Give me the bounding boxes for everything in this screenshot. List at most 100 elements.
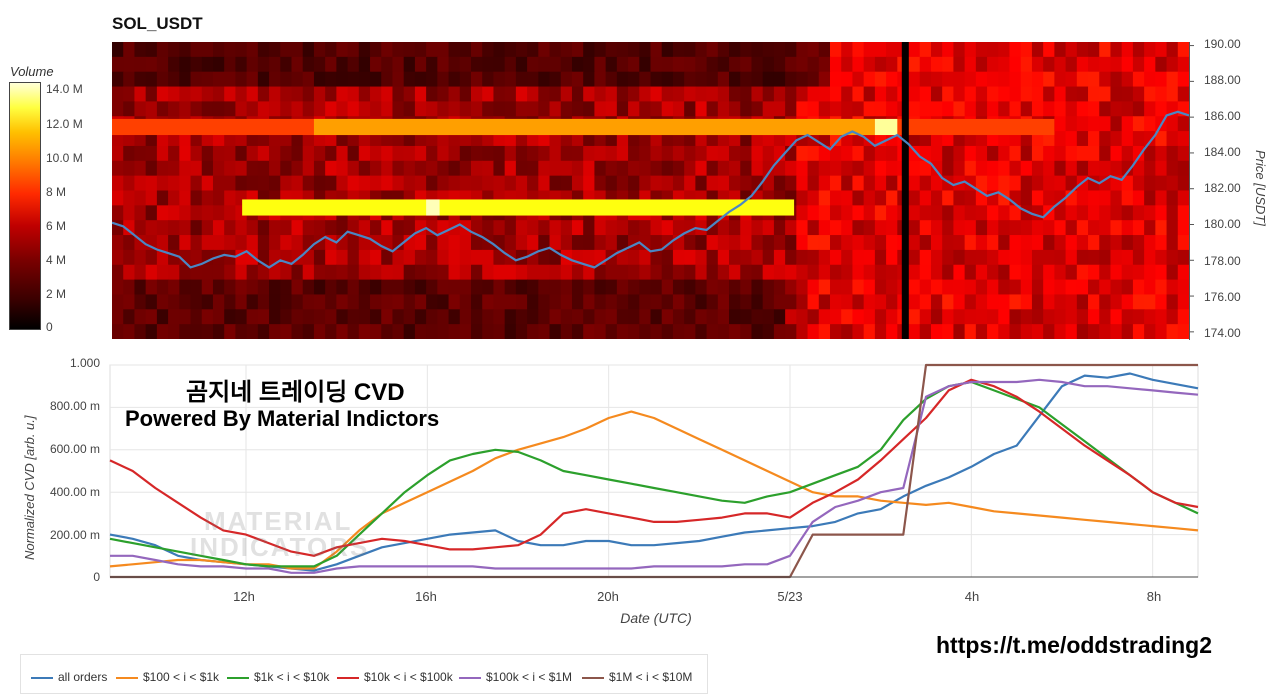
heatmap-cell bbox=[549, 101, 562, 117]
heatmap-cell bbox=[1155, 190, 1168, 206]
heatmap-cell bbox=[459, 324, 472, 339]
heatmap-cell bbox=[886, 71, 898, 88]
legend-item[interactable]: $10k < i < $100k bbox=[337, 670, 453, 684]
heatmap-cell bbox=[706, 264, 719, 281]
heatmap-cell bbox=[863, 86, 876, 102]
heatmap-cell bbox=[964, 56, 977, 73]
heatmap-cell bbox=[1177, 294, 1189, 310]
heatmap-cell bbox=[1054, 131, 1067, 147]
heatmap-cell bbox=[706, 309, 719, 325]
heatmap-cell bbox=[1110, 175, 1123, 192]
heatmap-cell bbox=[1054, 264, 1067, 281]
heatmap-cell bbox=[145, 190, 158, 206]
heatmap-cell bbox=[212, 264, 225, 281]
heatmap-cell bbox=[1132, 71, 1145, 88]
heatmap-cell bbox=[504, 56, 517, 73]
heatmap-cell bbox=[471, 56, 483, 73]
heatmap-cell bbox=[1043, 294, 1055, 310]
heatmap-cell bbox=[1155, 205, 1168, 221]
heatmap-cell bbox=[1166, 160, 1179, 177]
telegram-url[interactable]: https://t.me/oddstrading2 bbox=[936, 632, 1212, 658]
heatmap-cell bbox=[953, 86, 966, 102]
heatmap-cell bbox=[807, 160, 820, 177]
heatmap-cell bbox=[886, 264, 898, 281]
heatmap-cell bbox=[224, 279, 237, 296]
heatmap-cell bbox=[549, 56, 562, 73]
legend-item[interactable]: $1M < i < $10M bbox=[582, 670, 692, 684]
heatmap-cell bbox=[650, 190, 663, 206]
heatmap-cell bbox=[1031, 71, 1044, 88]
heatmap-cell bbox=[773, 131, 786, 147]
heatmap-cell bbox=[437, 160, 450, 177]
heatmap-cell bbox=[1076, 220, 1089, 236]
heatmap-cell bbox=[246, 324, 259, 339]
heatmap-cell bbox=[796, 205, 809, 221]
price-tick: 180.00 bbox=[1204, 217, 1241, 231]
heatmap-cell bbox=[257, 249, 270, 266]
heatmap-cell bbox=[504, 220, 517, 236]
heatmap-cell bbox=[942, 86, 955, 102]
heatmap-cell bbox=[336, 220, 349, 236]
heatmap-cell bbox=[717, 279, 730, 296]
heatmap-cell bbox=[729, 42, 741, 58]
heatmap-cell bbox=[953, 71, 966, 88]
heatmap-cell bbox=[1121, 160, 1134, 177]
heatmap-cell bbox=[134, 101, 147, 117]
heatmap-cell bbox=[751, 249, 764, 266]
heatmap-cell bbox=[269, 56, 281, 73]
legend-item[interactable]: $100k < i < $1M bbox=[459, 670, 572, 684]
heatmap-cell bbox=[706, 175, 719, 192]
heatmap-cell bbox=[168, 71, 180, 88]
heatmap-cell bbox=[594, 235, 607, 251]
heatmap-cell bbox=[751, 175, 764, 192]
heatmap-cell bbox=[594, 294, 607, 310]
heatmap-cell bbox=[235, 86, 248, 102]
heatmap-cell bbox=[919, 160, 932, 177]
heatmap-cell bbox=[930, 235, 943, 251]
heatmap-cell bbox=[942, 205, 955, 221]
heatmap-cell bbox=[123, 294, 136, 310]
heatmap-cell bbox=[661, 56, 674, 73]
heatmap-cell bbox=[1054, 190, 1067, 206]
heatmap-cell bbox=[684, 324, 696, 339]
legend-item[interactable]: $100 < i < $1k bbox=[116, 670, 219, 684]
heatmap-cell bbox=[212, 324, 225, 339]
heatmap-cell bbox=[560, 324, 573, 339]
heatmap-cell bbox=[605, 160, 618, 177]
price-tick: 186.00 bbox=[1204, 109, 1241, 123]
x-tick: 5/23 bbox=[777, 589, 803, 604]
heatmap-cell bbox=[1155, 309, 1168, 325]
heatmap-cell bbox=[964, 160, 977, 177]
heatmap-cell bbox=[1155, 294, 1168, 310]
heatmap-cell bbox=[347, 86, 360, 102]
heatmap-cell bbox=[448, 249, 461, 266]
heatmap-cell bbox=[953, 294, 966, 310]
heatmap-cell bbox=[482, 235, 495, 251]
heatmap-cell bbox=[1076, 235, 1089, 251]
heatmap-cell bbox=[134, 42, 147, 58]
heatmap-cell bbox=[471, 324, 483, 339]
heatmap-cell bbox=[1009, 324, 1022, 339]
legend-item[interactable]: $1k < i < $10k bbox=[227, 670, 329, 684]
heatmap-cell bbox=[975, 279, 988, 296]
heatmap-cell bbox=[190, 71, 203, 88]
legend-item[interactable]: all orders bbox=[31, 670, 107, 684]
heatmap-cell bbox=[785, 279, 797, 296]
heatmap-cell bbox=[123, 42, 136, 58]
heatmap-cell bbox=[269, 42, 281, 58]
heatmap-cell bbox=[886, 190, 898, 206]
heatmap-cell bbox=[1088, 264, 1100, 281]
heatmap-cell bbox=[448, 160, 461, 177]
heatmap-cell bbox=[269, 309, 281, 325]
heatmap-cell bbox=[179, 324, 192, 339]
heatmap-cell bbox=[515, 56, 528, 73]
heatmap-cell bbox=[886, 205, 898, 221]
heatmap-cell bbox=[628, 175, 640, 192]
heatmap-cell bbox=[269, 160, 281, 177]
heatmap-cell bbox=[235, 309, 248, 325]
heatmap-cell bbox=[224, 324, 237, 339]
heatmap-cell bbox=[1043, 71, 1055, 88]
heatmap-cell bbox=[628, 131, 640, 147]
heatmap-cell bbox=[1088, 175, 1100, 192]
heatmap-cell bbox=[112, 145, 124, 162]
